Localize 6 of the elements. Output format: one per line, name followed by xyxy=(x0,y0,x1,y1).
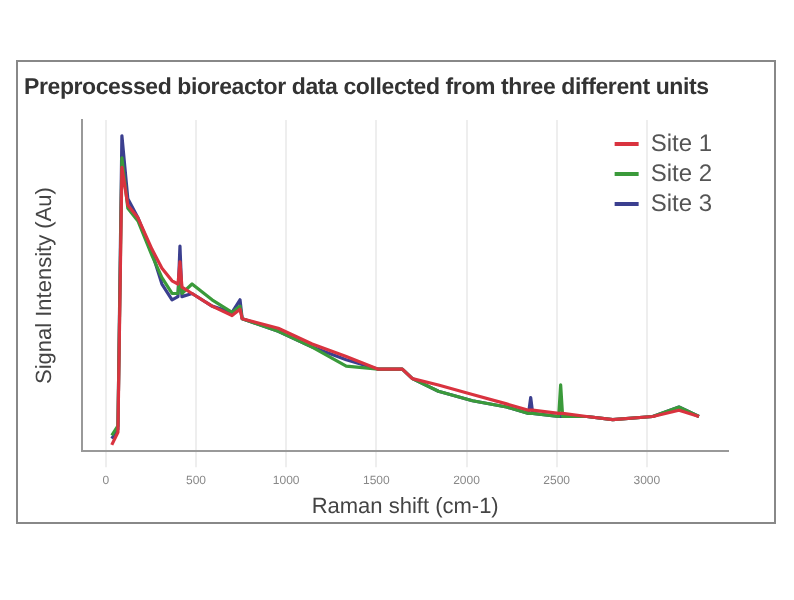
chart-title: Preprocessed bioreactor data collected from three different units xyxy=(24,76,709,100)
legend-label: Site 1 xyxy=(650,128,713,157)
legend-label: Site 3 xyxy=(650,188,713,217)
x-axis-title: Raman shift (cm-1) xyxy=(311,494,499,519)
y-axis-title: Signal Intensity (Au) xyxy=(33,187,58,385)
legend-label: Site 2 xyxy=(650,158,713,187)
